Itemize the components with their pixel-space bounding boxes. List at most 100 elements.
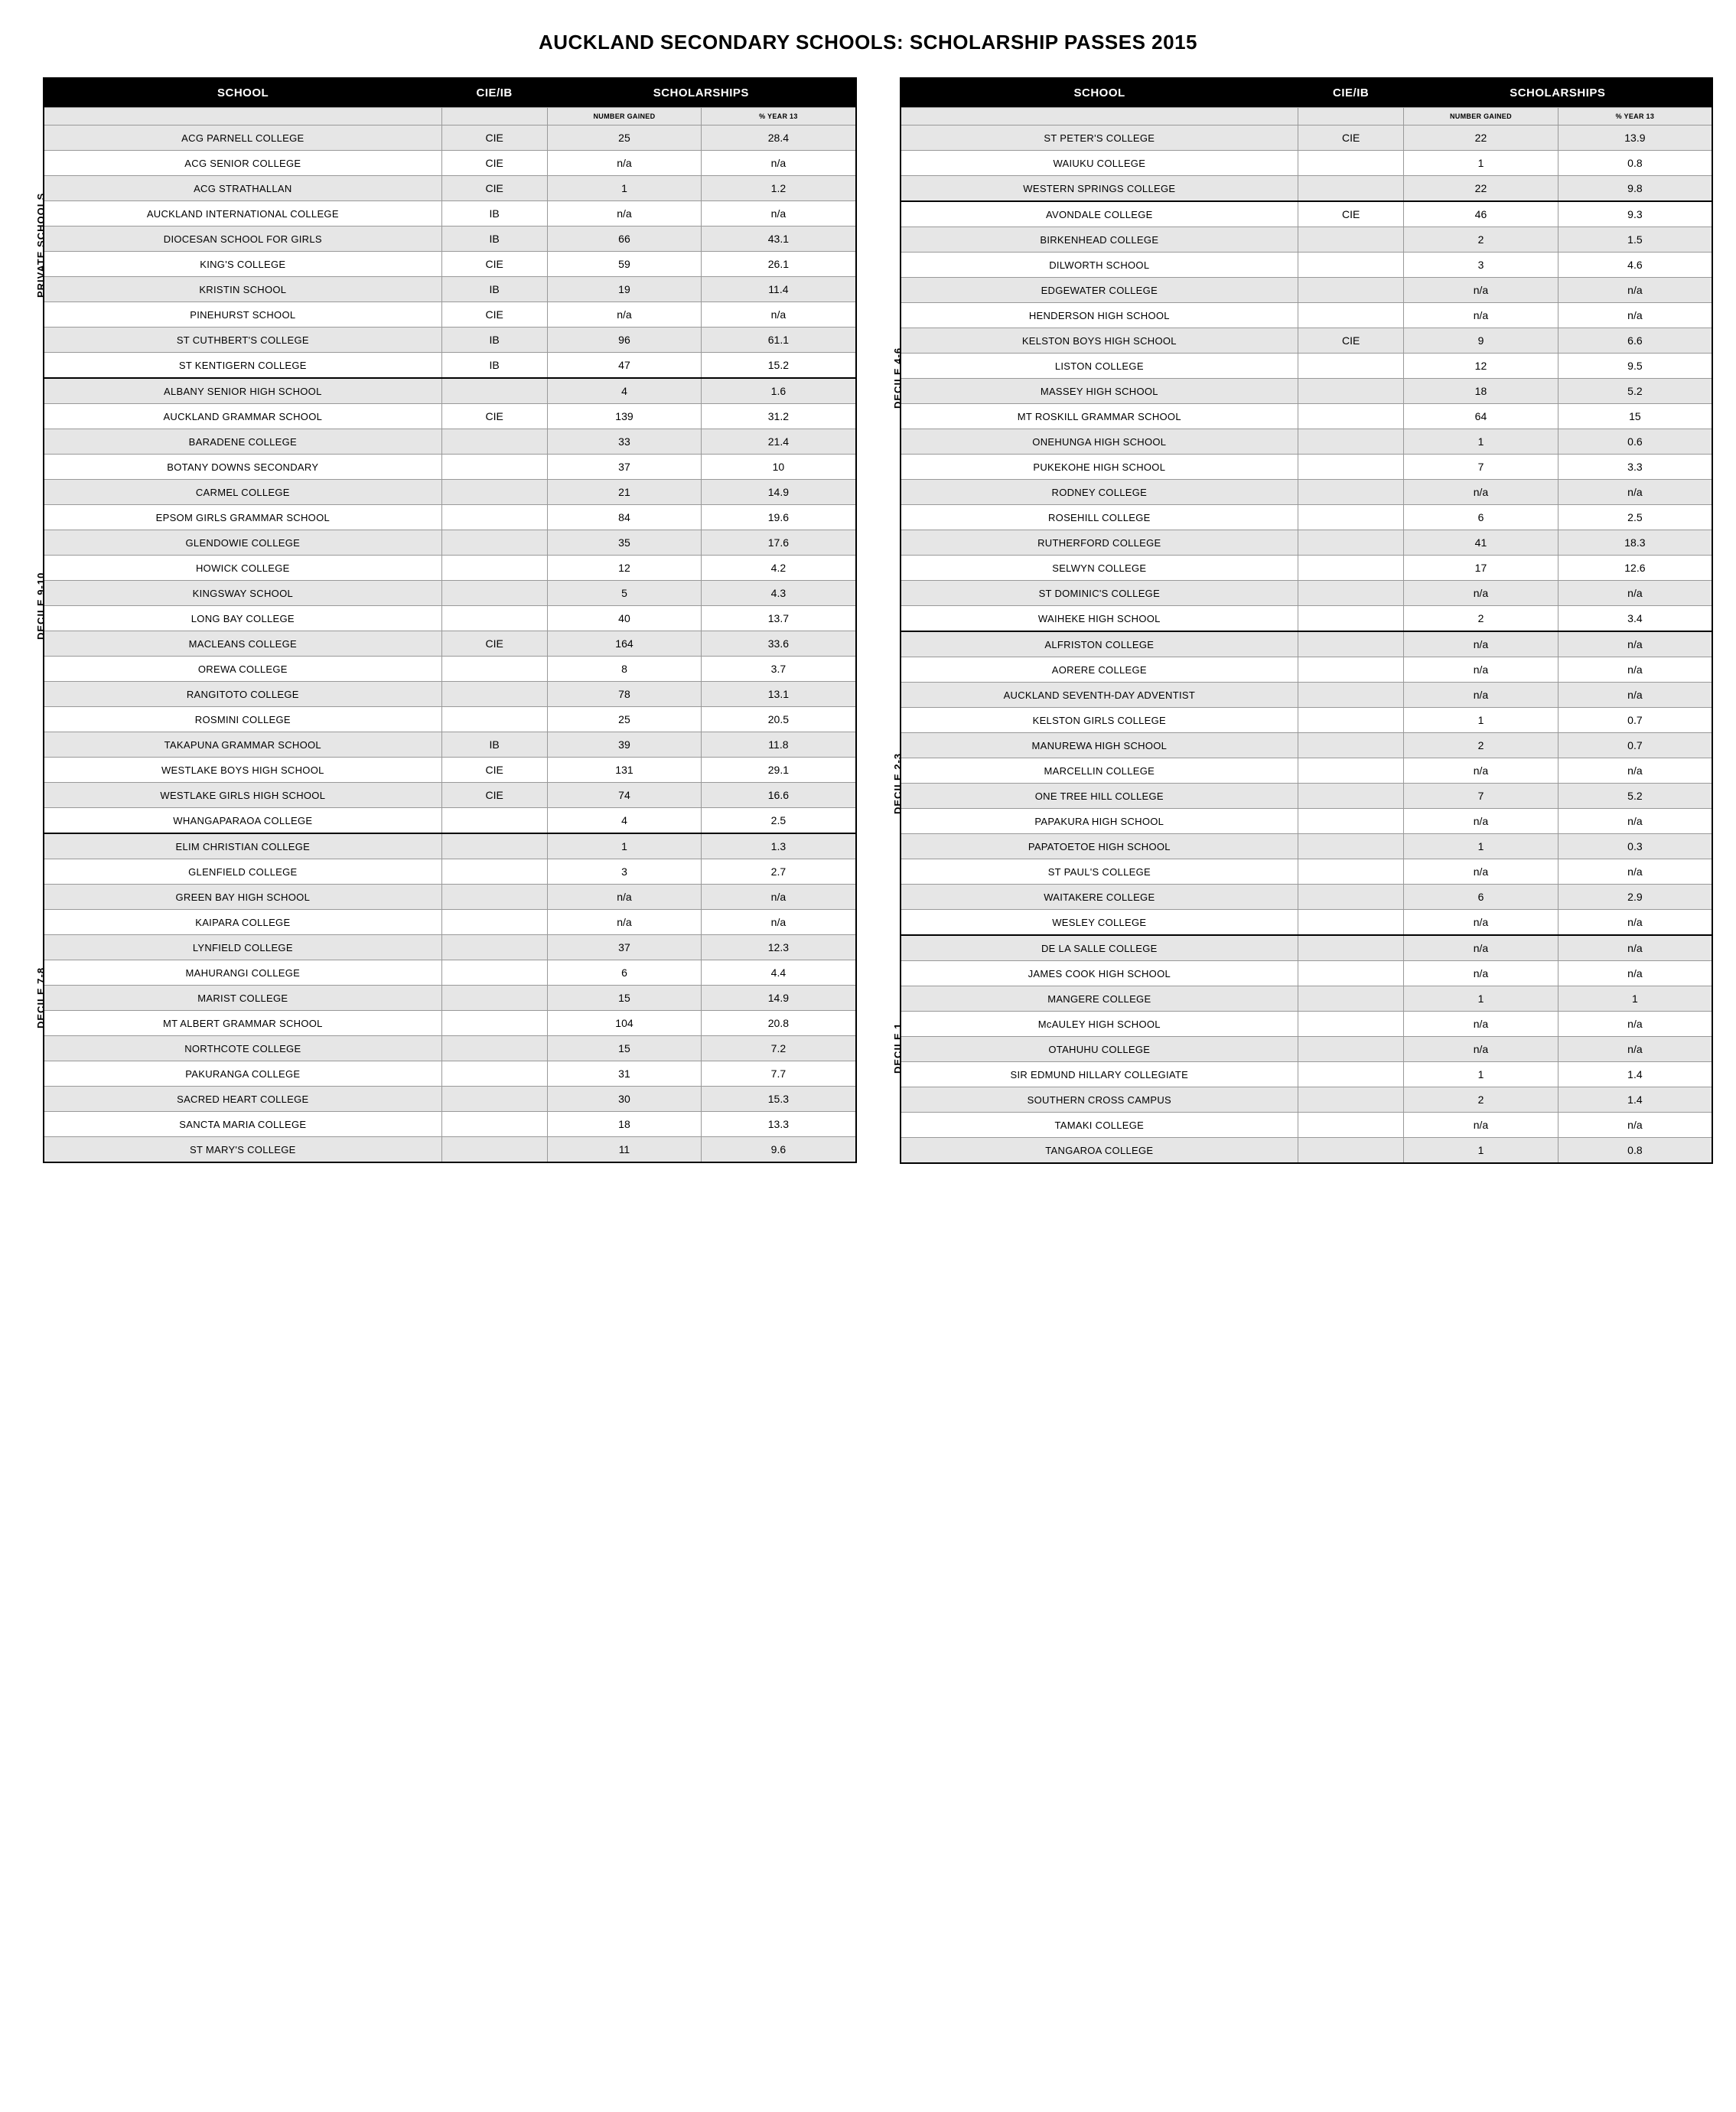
cie-cell bbox=[441, 657, 547, 682]
table-row: GREEN BAY HIGH SCHOOLn/an/a bbox=[44, 885, 856, 910]
pct-cell: 20.8 bbox=[702, 1011, 856, 1036]
number-cell: 37 bbox=[547, 935, 702, 960]
number-cell: 1 bbox=[1404, 834, 1558, 859]
cie-cell: CIE bbox=[441, 783, 547, 808]
pct-cell: n/a bbox=[1558, 910, 1712, 936]
number-cell: 64 bbox=[1404, 404, 1558, 429]
number-cell: 131 bbox=[547, 758, 702, 783]
school-cell: HENDERSON HIGH SCHOOL bbox=[901, 303, 1298, 328]
cie-cell bbox=[1298, 1087, 1404, 1113]
pct-cell: 4.3 bbox=[702, 581, 856, 606]
number-cell: 47 bbox=[547, 353, 702, 379]
pct-cell: n/a bbox=[1558, 859, 1712, 885]
cie-cell bbox=[1298, 961, 1404, 986]
pct-cell: 11.8 bbox=[702, 732, 856, 758]
header-school: SCHOOL bbox=[901, 78, 1298, 108]
school-cell: MASSEY HIGH SCHOOL bbox=[901, 379, 1298, 404]
school-cell: PINEHURST SCHOOL bbox=[44, 302, 441, 328]
school-cell: WESTLAKE GIRLS HIGH SCHOOL bbox=[44, 783, 441, 808]
table-row: RANGITOTO COLLEGE7813.1 bbox=[44, 682, 856, 707]
number-cell: 96 bbox=[547, 328, 702, 353]
table-row: MARCELLIN COLLEGEn/an/a bbox=[901, 758, 1713, 784]
pct-cell: n/a bbox=[1558, 961, 1712, 986]
school-cell: ACG STRATHALLAN bbox=[44, 176, 441, 201]
table-row: RUTHERFORD COLLEGE4118.3 bbox=[901, 530, 1713, 556]
subheader-blank bbox=[901, 108, 1298, 125]
school-cell: WESTLAKE BOYS HIGH SCHOOL bbox=[44, 758, 441, 783]
number-cell: n/a bbox=[1404, 631, 1558, 657]
table-row: KING'S COLLEGECIE5926.1 bbox=[44, 252, 856, 277]
cie-cell bbox=[1298, 683, 1404, 708]
section-label: DECILE 4-6 bbox=[892, 347, 904, 409]
pct-cell: n/a bbox=[1558, 303, 1712, 328]
school-cell: WESLEY COLLEGE bbox=[901, 910, 1298, 936]
pct-cell: 43.1 bbox=[702, 227, 856, 252]
number-cell: 1 bbox=[547, 176, 702, 201]
number-cell: 2 bbox=[1404, 1087, 1558, 1113]
cie-cell: CIE bbox=[1298, 328, 1404, 354]
pct-cell: 13.3 bbox=[702, 1112, 856, 1137]
number-cell: 7 bbox=[1404, 455, 1558, 480]
table-row: ST KENTIGERN COLLEGEIB4715.2 bbox=[44, 353, 856, 379]
cie-cell bbox=[441, 910, 547, 935]
school-cell: MACLEANS COLLEGE bbox=[44, 631, 441, 657]
cie-cell bbox=[1298, 404, 1404, 429]
school-cell: KING'S COLLEGE bbox=[44, 252, 441, 277]
number-cell: 2 bbox=[1404, 733, 1558, 758]
school-cell: AUCKLAND GRAMMAR SCHOOL bbox=[44, 404, 441, 429]
school-cell: ACG SENIOR COLLEGE bbox=[44, 151, 441, 176]
cie-cell bbox=[441, 429, 547, 455]
section-label: DECILE 1 bbox=[892, 1022, 904, 1074]
school-cell: SIR EDMUND HILLARY COLLEGIATE bbox=[901, 1062, 1298, 1087]
school-cell: MANGERE COLLEGE bbox=[901, 986, 1298, 1012]
pct-cell: 9.3 bbox=[1558, 201, 1712, 227]
number-cell: 22 bbox=[1404, 176, 1558, 202]
table-row: ST PETER'S COLLEGECIE2213.9 bbox=[901, 125, 1713, 151]
table-row: PAPATOETOE HIGH SCHOOL10.3 bbox=[901, 834, 1713, 859]
table-row: LYNFIELD COLLEGE3712.3 bbox=[44, 935, 856, 960]
cie-cell: CIE bbox=[441, 125, 547, 151]
school-cell: DE LA SALLE COLLEGE bbox=[901, 935, 1298, 961]
table-row: LISTON COLLEGE129.5 bbox=[901, 354, 1713, 379]
pct-cell: 1.4 bbox=[1558, 1087, 1712, 1113]
table-row: PAKURANGA COLLEGE317.7 bbox=[44, 1061, 856, 1087]
pct-cell: 21.4 bbox=[702, 429, 856, 455]
cie-cell bbox=[441, 556, 547, 581]
school-cell: ROSMINI COLLEGE bbox=[44, 707, 441, 732]
pct-cell: 61.1 bbox=[702, 328, 856, 353]
number-cell: 3 bbox=[547, 859, 702, 885]
cie-cell bbox=[1298, 354, 1404, 379]
number-cell: 6 bbox=[1404, 505, 1558, 530]
school-cell: SACRED HEART COLLEGE bbox=[44, 1087, 441, 1112]
pct-cell: 6.6 bbox=[1558, 328, 1712, 354]
cie-cell bbox=[441, 1137, 547, 1163]
pct-cell: n/a bbox=[702, 201, 856, 227]
cie-cell bbox=[441, 1087, 547, 1112]
pct-cell: 1.4 bbox=[1558, 1062, 1712, 1087]
school-cell: TAKAPUNA GRAMMAR SCHOOL bbox=[44, 732, 441, 758]
pct-cell: 0.3 bbox=[1558, 834, 1712, 859]
subheader-number: NUMBER GAINED bbox=[547, 108, 702, 125]
cie-cell: IB bbox=[441, 353, 547, 379]
number-cell: 1 bbox=[1404, 986, 1558, 1012]
number-cell: n/a bbox=[1404, 1012, 1558, 1037]
pct-cell: 1.2 bbox=[702, 176, 856, 201]
school-cell: CARMEL COLLEGE bbox=[44, 480, 441, 505]
cie-cell bbox=[1298, 859, 1404, 885]
school-cell: KINGSWAY SCHOOL bbox=[44, 581, 441, 606]
cie-cell bbox=[1298, 885, 1404, 910]
pct-cell: 7.2 bbox=[702, 1036, 856, 1061]
number-cell: 22 bbox=[1404, 125, 1558, 151]
number-cell: n/a bbox=[1404, 961, 1558, 986]
school-cell: KRISTIN SCHOOL bbox=[44, 277, 441, 302]
cie-cell: IB bbox=[441, 277, 547, 302]
cie-cell bbox=[441, 833, 547, 859]
number-cell: 74 bbox=[547, 783, 702, 808]
number-cell: 25 bbox=[547, 707, 702, 732]
pct-cell: 0.7 bbox=[1558, 708, 1712, 733]
table-row: LONG BAY COLLEGE4013.7 bbox=[44, 606, 856, 631]
number-cell: 3 bbox=[1404, 253, 1558, 278]
cie-cell: CIE bbox=[441, 252, 547, 277]
cie-cell bbox=[441, 986, 547, 1011]
table-row: SANCTA MARIA COLLEGE1813.3 bbox=[44, 1112, 856, 1137]
